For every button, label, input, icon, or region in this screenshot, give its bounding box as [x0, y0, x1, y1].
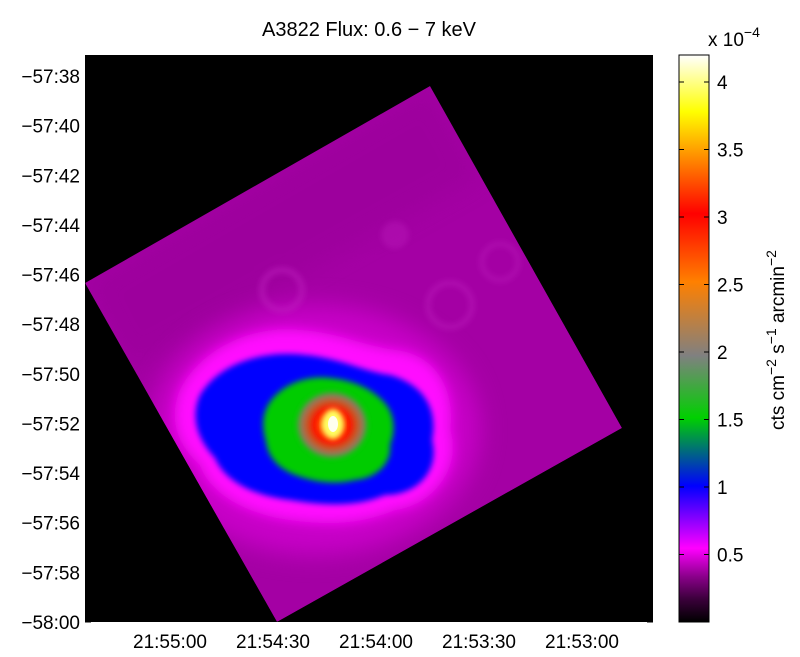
- colorbar-tick-label: 3: [717, 208, 728, 229]
- x-tick-label: 21:54:30: [236, 632, 310, 653]
- y-tick-label: −57:40: [21, 117, 80, 138]
- x-tick-label: 21:54:00: [339, 632, 413, 653]
- source-3: [479, 241, 521, 283]
- colorbar-gradient: [678, 54, 710, 623]
- colorbar: 0.5 1 1.5 2 2.5 3 3.5 4 x 10−4 cts cm−2 s−1 arc…: [678, 24, 789, 623]
- source-4: [381, 221, 409, 249]
- colorbar-tick-label: 1: [717, 478, 728, 499]
- y-tick-label: −57:38: [21, 67, 80, 88]
- y-axis: −57:38 −57:40 −57:42 −57:44 −57:46 −57:48 −57:…: [21, 67, 653, 634]
- colorbar-tick-label: 4: [717, 73, 728, 94]
- flux-image: [85, 86, 622, 622]
- colorbar-label: cts cm−2 s−1 arcmin−2: [763, 250, 789, 430]
- y-tick-label: −57:52: [21, 414, 80, 435]
- y-tick-label: −57:58: [21, 563, 80, 584]
- x-tick-label: 21:53:30: [442, 632, 516, 653]
- y-tick-label: −57:50: [21, 365, 80, 386]
- y-tick-label: −57:46: [21, 266, 80, 287]
- colorbar-tick-label: 2: [717, 343, 728, 364]
- y-tick-label: −58:00: [21, 613, 80, 634]
- y-tick-label: −57:48: [21, 315, 80, 336]
- y-tick-label: −57:56: [21, 514, 80, 535]
- colorbar-ticks: 0.5 1 1.5 2 2.5 3 3.5 4: [679, 73, 743, 567]
- x-tick-label: 21:55:00: [133, 632, 207, 653]
- x-tick-label: 21:53:00: [545, 632, 619, 653]
- y-tick-label: −57:54: [21, 464, 80, 485]
- colorbar-multiplier: x 10−4: [708, 24, 760, 51]
- colorbar-tick-label: 1.5: [717, 411, 743, 432]
- source-1: [259, 267, 305, 313]
- x-axis: 21:55:00 21:54:30 21:54:00 21:53:30 21:53:00: [133, 55, 619, 653]
- chart-title: A3822 Flux: 0.6 − 7 keV: [262, 19, 477, 41]
- field-outer-dim: [85, 86, 480, 370]
- colorbar-tick-label: 0.5: [717, 546, 743, 567]
- y-tick-label: −57:42: [21, 166, 80, 187]
- colorbar-tick-label: 2.5: [717, 276, 743, 297]
- core-peak-white: [328, 416, 338, 432]
- plot-area: [85, 55, 653, 622]
- y-tick-label: −57:44: [21, 216, 80, 237]
- colorbar-tick-label: 3.5: [717, 141, 743, 162]
- source-2: [425, 280, 475, 330]
